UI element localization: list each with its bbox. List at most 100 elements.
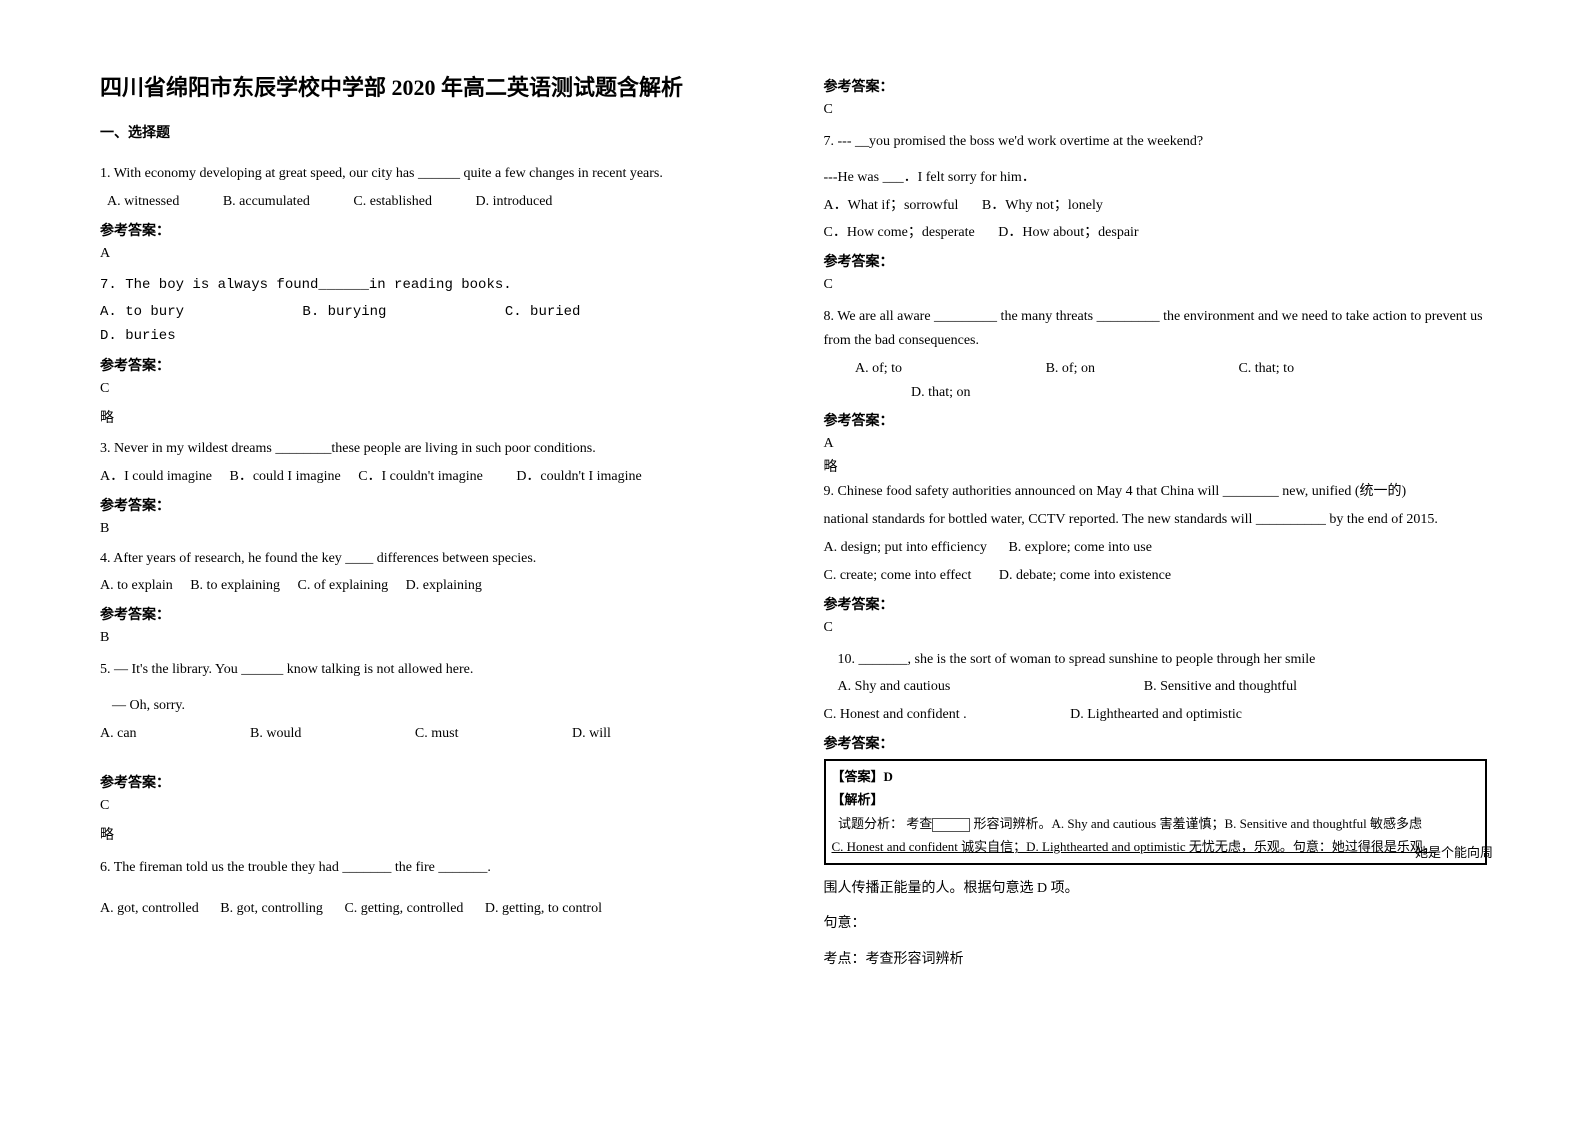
analysis-answer: 【答案】D — [832, 765, 1480, 788]
opt-a: A. design; put into efficiency — [824, 536, 987, 560]
question-1-text: 1. With economy developing at great spee… — [100, 162, 754, 186]
opt-d: D．couldn't I imagine — [516, 465, 641, 489]
analysis-after2: 围人传播正能量的人。根据句意选 D 项。 — [824, 877, 1488, 901]
question-7b-answer: C — [824, 277, 1488, 293]
analysis-container: 【答案】D 【解析】 试题分析： 考查 形容词辨析。A. Shy and cau… — [824, 759, 1488, 865]
question-8-options: A. of; to B. of; on C. that; to D. that;… — [824, 357, 1488, 405]
left-column: 四川省绵阳市东辰学校中学部 2020 年高二英语测试题含解析 一、选择题 1. … — [0, 0, 794, 1122]
question-7a-options: A. to bury B. burying C. buried D. burie… — [100, 301, 754, 349]
opt-d: D. that; on — [911, 381, 971, 405]
reference-label: 参考答案： — [824, 251, 1488, 271]
question-1-options: A. witnessed B. accumulated C. establish… — [100, 190, 754, 214]
opt-a: A．I could imagine — [100, 465, 212, 489]
question-6-text: 6. The fireman told us the trouble they … — [100, 856, 754, 880]
question-5-answer: C — [100, 798, 754, 814]
opt-a: A. Shy and cautious — [838, 675, 951, 699]
reference-label: 参考答案： — [100, 495, 754, 515]
question-1-answer: A — [100, 246, 754, 262]
opt-b: B. burying — [302, 301, 386, 325]
question-9-line2: national standards for bottled water, CC… — [824, 508, 1488, 532]
question-7a-text: 7. The boy is always found______in readi… — [100, 274, 754, 298]
question-10-text: 10. _______, she is the sort of woman to… — [838, 648, 1488, 672]
opt-c: C. must — [415, 722, 459, 746]
opt-c: C. buried — [505, 301, 581, 325]
opt-c: C. Honest and confident . — [824, 703, 967, 727]
question-6-answer: C — [824, 102, 1488, 118]
right-column: 参考答案： C 7. --- __you promised the boss w… — [794, 0, 1587, 1122]
question-3-text: 3. Never in my wildest dreams ________th… — [100, 437, 754, 461]
redacted-icon — [932, 818, 970, 832]
opt-d: D．How about；despair — [998, 221, 1138, 245]
question-5-line1: 5. — It's the library. You ______ know t… — [100, 658, 754, 682]
analysis-after4: 考点：考查形容词辨析 — [824, 948, 1488, 972]
opt-d: D. debate; come into existence — [999, 564, 1171, 588]
opt-c: C．How come；desperate — [824, 221, 975, 245]
opt-d: D. explaining — [406, 574, 482, 598]
question-4-answer: B — [100, 630, 754, 646]
reference-label: 参考答案： — [100, 355, 754, 375]
opt-c: C. that; to — [1238, 357, 1294, 381]
reference-label: 参考答案： — [824, 733, 1488, 753]
reference-label: 参考答案： — [100, 220, 754, 240]
page-title: 四川省绵阳市东辰学校中学部 2020 年高二英语测试题含解析 — [100, 70, 754, 102]
opt-b: B. Sensitive and thoughtful — [1144, 675, 1297, 699]
question-3-answer: B — [100, 521, 754, 537]
opt-d: D. introduced — [475, 190, 552, 214]
opt-b: B. to explaining — [190, 574, 280, 598]
question-9-answer: C — [824, 620, 1488, 636]
opt-d: D. getting, to control — [485, 897, 602, 921]
analysis-line3: 试题分析： 考查 形容词辨析。A. Shy and cautious 害羞谨慎；… — [832, 812, 1480, 835]
box-overflow-text: 她是个能向周 — [1415, 842, 1493, 861]
question-7b-options-row1: A．What if；sorrowful B．Why not；lonely — [824, 194, 1488, 218]
question-10-options-row2: C. Honest and confident . D. Lighthearte… — [824, 703, 1488, 727]
opt-b: B. accumulated — [223, 190, 310, 214]
opt-b: B．Why not；lonely — [982, 194, 1103, 218]
opt-a: A. of; to — [855, 357, 902, 381]
reference-label: 参考答案： — [100, 772, 754, 792]
opt-a: A. witnessed — [107, 190, 179, 214]
reference-label: 参考答案： — [824, 410, 1488, 430]
opt-a: A. can — [100, 722, 137, 746]
opt-b: B. explore; come into use — [1008, 536, 1151, 560]
question-3-options: A．I could imagine B．could I imagine C．I … — [100, 465, 754, 489]
opt-a: A．What if；sorrowful — [824, 194, 959, 218]
question-7b-options-row2: C．How come；desperate D．How about；despair — [824, 221, 1488, 245]
opt-a: A. to bury — [100, 301, 184, 325]
opt-a: A. got, controlled — [100, 897, 199, 921]
question-9-options-row2: C. create; come into effect D. debate; c… — [824, 564, 1488, 588]
reference-label: 参考答案： — [100, 604, 754, 624]
opt-b: B. of; on — [1046, 357, 1095, 381]
analysis-heading: 【解析】 — [832, 788, 1480, 811]
question-7b-line1: 7. --- __you promised the boss we'd work… — [824, 130, 1488, 154]
question-8-answer: A — [824, 436, 1488, 452]
question-5-line2: — Oh, sorry. — [112, 694, 754, 718]
opt-b: B．could I imagine — [229, 465, 340, 489]
opt-d: D. will — [572, 722, 611, 746]
opt-d: D. Lighthearted and optimistic — [1070, 703, 1242, 727]
question-4-options: A. to explain B. to explaining C. of exp… — [100, 574, 754, 598]
opt-c: C．I couldn't imagine — [358, 465, 483, 489]
omit-label: 略 — [824, 456, 1488, 476]
question-9-line1: 9. Chinese food safety authorities annou… — [824, 480, 1488, 504]
omit-label: 略 — [100, 407, 754, 427]
opt-d: D. buries — [100, 325, 176, 349]
reference-label: 参考答案： — [824, 594, 1488, 614]
question-10-options-row1: A. Shy and cautious B. Sensitive and tho… — [838, 675, 1488, 699]
question-9-options-row1: A. design; put into efficiency B. explor… — [824, 536, 1488, 560]
question-7b-line2: ---He was ___．I felt sorry for him． — [824, 166, 1488, 190]
question-5-options: A. can B. would C. must D. will — [100, 722, 754, 746]
opt-c: C. getting, controlled — [344, 897, 463, 921]
question-6-options: A. got, controlled B. got, controlling C… — [100, 897, 754, 921]
question-8-text: 8. We are all aware _________ the many t… — [824, 305, 1488, 353]
opt-c: C. established — [353, 190, 432, 214]
opt-b: B. got, controlling — [220, 897, 323, 921]
reference-label: 参考答案： — [824, 76, 1488, 96]
omit-label: 略 — [100, 824, 754, 844]
opt-c: C. of explaining — [298, 574, 389, 598]
opt-b: B. would — [250, 722, 301, 746]
opt-a: A. to explain — [100, 574, 173, 598]
section-heading: 一、选择题 — [100, 122, 754, 142]
opt-c: C. create; come into effect — [824, 564, 972, 588]
analysis-after3: 句意： — [824, 912, 1488, 936]
analysis-line4: C. Honest and confident 诚实自信；D. Lighthea… — [832, 835, 1480, 858]
